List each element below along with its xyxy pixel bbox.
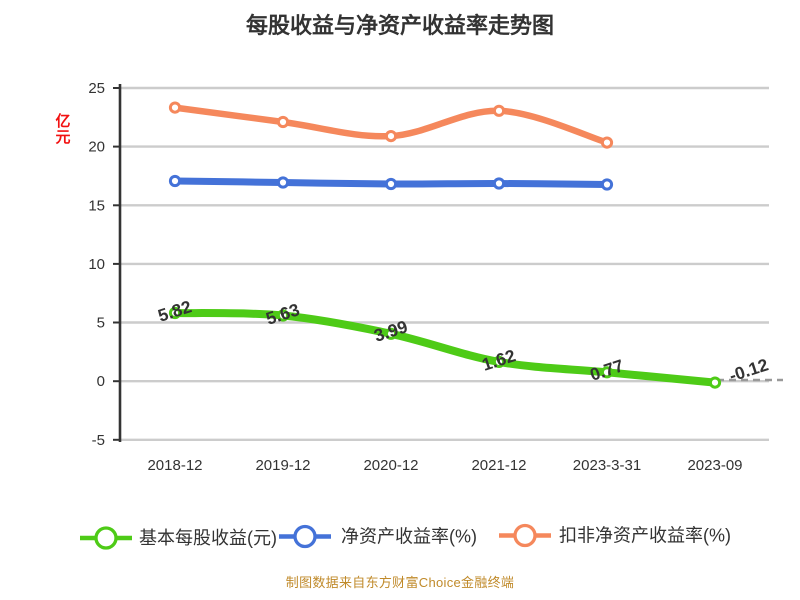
svg-text:2023-3-31: 2023-3-31 [573, 457, 641, 474]
svg-text:基本每股收益(元): 基本每股收益(元) [139, 528, 277, 548]
svg-text:2019-12: 2019-12 [255, 457, 310, 474]
svg-text:每股收益与净资产收益率走势图: 每股收益与净资产收益率走势图 [246, 13, 554, 38]
svg-text:0: 0 [97, 373, 105, 390]
svg-text:扣非净资产收益率(%): 扣非净资产收益率(%) [559, 526, 731, 546]
svg-text:15: 15 [88, 197, 105, 214]
svg-text:2023-09: 2023-09 [687, 457, 742, 474]
svg-text:10: 10 [88, 256, 105, 273]
svg-text:25: 25 [88, 80, 105, 97]
svg-text:2018-12: 2018-12 [147, 457, 202, 474]
svg-text:亿: 亿 [55, 112, 70, 130]
svg-text:净资产收益率(%): 净资产收益率(%) [341, 527, 477, 547]
svg-text:-5: -5 [92, 432, 105, 449]
svg-text:制图数据来自东方财富Choice金融终端: 制图数据来自东方财富Choice金融终端 [286, 575, 514, 590]
svg-text:2020-12: 2020-12 [363, 457, 418, 474]
svg-text:元: 元 [55, 129, 70, 146]
svg-text:2021-12: 2021-12 [471, 457, 526, 474]
svg-text:20: 20 [88, 139, 105, 156]
svg-text:5: 5 [97, 315, 105, 332]
